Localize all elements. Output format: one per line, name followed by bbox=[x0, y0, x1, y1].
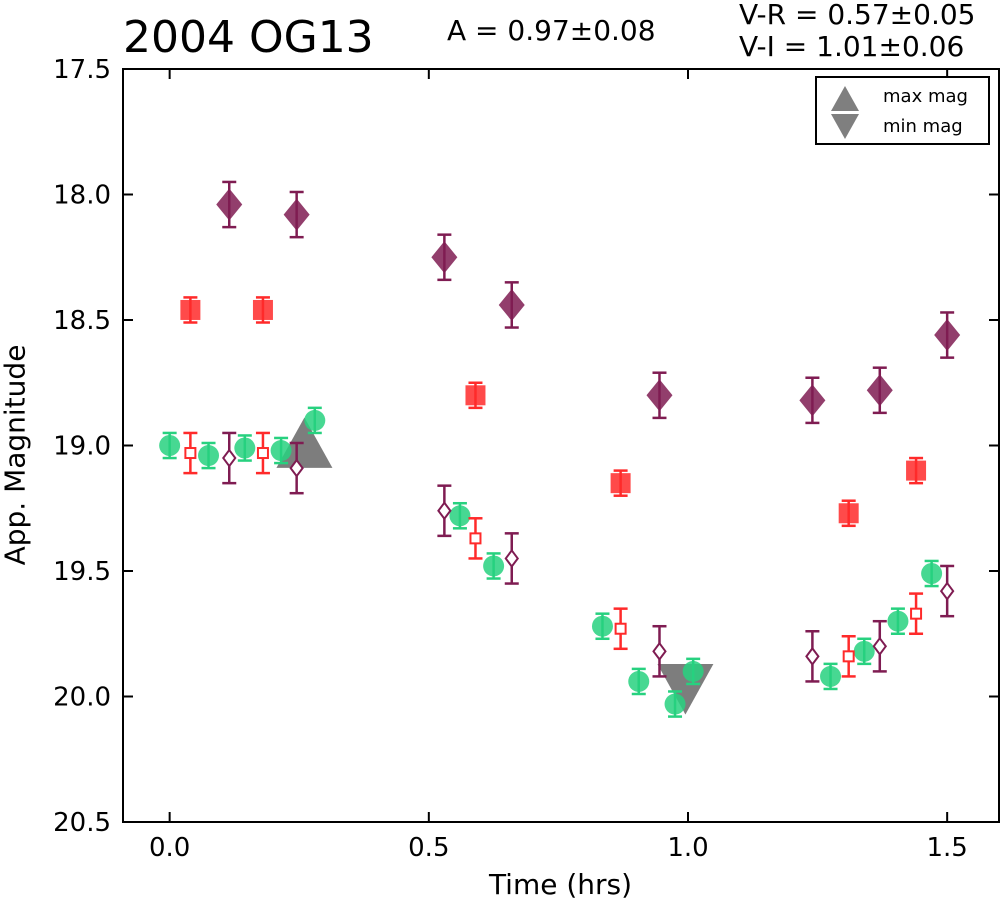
square-filled-point bbox=[610, 473, 631, 494]
legend-markers bbox=[831, 86, 859, 139]
diamond-open-point bbox=[652, 641, 667, 661]
y-tick-label: 18.5 bbox=[53, 306, 111, 336]
circle-filled-point bbox=[483, 555, 505, 577]
y-axis-label: App. Magnitude bbox=[0, 344, 32, 566]
diamond-filled-point bbox=[799, 384, 826, 417]
axis-ticks: 0.0 0.5 1.0 1.5 17.5 18.0 18.5 19.0 19.5 20.0 20.5 bbox=[53, 55, 999, 863]
y-tick-label: 19.0 bbox=[53, 432, 111, 462]
circle-filled-point bbox=[921, 563, 943, 585]
square-filled-point bbox=[252, 299, 273, 320]
x-tick-label: 1.0 bbox=[667, 833, 708, 863]
circle-filled-point bbox=[887, 610, 909, 632]
square-open-point bbox=[184, 447, 197, 460]
y-tick-label: 19.5 bbox=[53, 557, 111, 587]
square-filled-point bbox=[180, 299, 201, 320]
y-tick-label: 20.5 bbox=[53, 808, 111, 838]
y-tick-label: 20.0 bbox=[53, 683, 111, 713]
diamond-filled-point bbox=[283, 198, 310, 231]
diamond-open-point bbox=[289, 458, 304, 478]
diamond-open-point bbox=[222, 448, 237, 468]
circle-filled-point bbox=[270, 440, 292, 462]
diamond-filled-point bbox=[646, 379, 673, 412]
y-tick-label: 18.0 bbox=[53, 181, 111, 211]
square-open-point bbox=[614, 622, 627, 635]
v-i-color-annotation: V-I = 1.01±0.06 bbox=[739, 30, 965, 63]
diamond-filled-point bbox=[498, 288, 525, 321]
y-tick-label: 17.5 bbox=[53, 55, 111, 85]
legend: max mag min mag bbox=[815, 76, 990, 145]
square-filled-point bbox=[906, 460, 927, 481]
diamond-filled-point bbox=[934, 319, 961, 352]
circle-filled-point bbox=[628, 670, 650, 692]
diamond-open-point bbox=[437, 501, 452, 521]
circle-filled-point bbox=[591, 615, 613, 637]
circle-filled-point bbox=[198, 445, 220, 467]
x-tick-label: 1.5 bbox=[926, 833, 967, 863]
circle-filled-point bbox=[820, 665, 842, 687]
square-open-point bbox=[469, 532, 482, 545]
v-r-color-annotation: V-R = 0.57±0.05 bbox=[739, 0, 976, 31]
x-axis-label: Time (hrs) bbox=[488, 868, 633, 901]
x-tick-label: 0.5 bbox=[408, 833, 449, 863]
diamond-filled-point bbox=[216, 188, 243, 221]
diamond-filled-point bbox=[866, 374, 893, 407]
square-open-point bbox=[256, 447, 269, 460]
diamond-open-point bbox=[939, 581, 955, 601]
circle-filled-point bbox=[449, 505, 471, 527]
max-mag-legend-marker bbox=[831, 86, 859, 111]
circle-filled-point bbox=[853, 640, 875, 662]
legend-label-max-mag: max mag bbox=[883, 86, 968, 107]
square-open-point bbox=[910, 607, 923, 620]
square-filled-point bbox=[465, 385, 486, 406]
x-tick-label: 0.0 bbox=[149, 833, 190, 863]
square-open-point bbox=[842, 650, 855, 663]
legend-label-min-mag: min mag bbox=[883, 116, 963, 137]
min-mag-legend-marker bbox=[831, 114, 859, 139]
circle-filled-point bbox=[682, 660, 704, 682]
diamond-filled-point bbox=[431, 241, 458, 274]
circle-filled-point bbox=[304, 409, 326, 431]
amplitude-annotation: A = 0.97±0.08 bbox=[447, 14, 656, 47]
circle-filled-point bbox=[159, 435, 181, 456]
circle-filled-point bbox=[664, 693, 686, 715]
chart-title: 2004 OG13 bbox=[123, 12, 374, 63]
diamond-open-point bbox=[872, 636, 888, 656]
square-filled-point bbox=[838, 503, 859, 524]
chart-marks bbox=[159, 180, 961, 718]
circle-filled-point bbox=[234, 437, 256, 459]
diamond-open-point bbox=[805, 646, 820, 667]
diamond-open-point bbox=[504, 548, 520, 569]
